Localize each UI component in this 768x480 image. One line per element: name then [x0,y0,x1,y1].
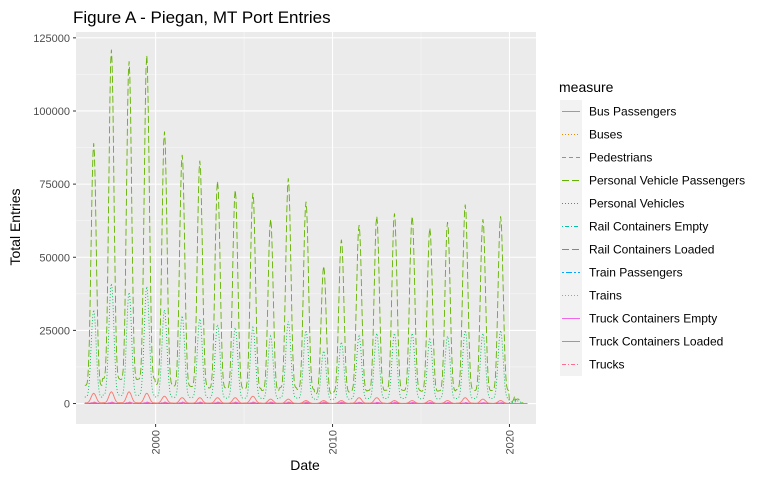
legend-label: Pedestrians [589,151,652,165]
legend-key [560,238,582,261]
legend-label: Truck Containers Loaded [589,335,723,349]
series-line [84,49,528,404]
grid-major [76,32,536,424]
plot-panel [76,32,536,424]
y-tick-label: 125000 [33,33,70,45]
y-axis-title: Total Entries [7,188,23,265]
legend-label: Rail Containers Loaded [589,243,714,257]
legend: measure Bus Passengers Buses Pedestrians Pe… [559,79,745,376]
y-tick-label: 0 [64,399,70,411]
legend-label: Trucks [589,358,625,372]
x-axis: 2000 2010 2020 [151,424,516,454]
x-tick-label: 2010 [328,430,340,454]
chart-title: Figure A - Piegan, MT Port Entries [73,8,331,27]
x-axis-title: Date [290,457,320,473]
legend-label: Truck Containers Empty [589,312,717,326]
y-axis: 0 25000 50000 75000 100000 125000 [33,33,76,411]
legend-label: Personal Vehicles [589,197,684,211]
series-layer [84,49,528,404]
legend-label: Buses [589,128,622,142]
legend-label: Personal Vehicle Passengers [589,174,745,188]
x-tick-label: 2000 [151,430,163,454]
legend-label: Trains [589,289,622,303]
y-tick-label: 100000 [33,106,70,118]
series-line [84,391,528,404]
grid-minor [76,32,536,424]
legend-label: Bus Passengers [589,105,676,119]
legend-label: Rail Containers Empty [589,220,708,234]
legend-label: Train Passengers [589,266,683,280]
x-tick-label: 2020 [504,430,516,454]
y-tick-label: 75000 [39,179,70,191]
y-tick-label: 25000 [39,325,70,337]
legend-key [560,169,582,192]
legend-title: measure [559,79,614,95]
y-tick-label: 50000 [39,252,70,264]
